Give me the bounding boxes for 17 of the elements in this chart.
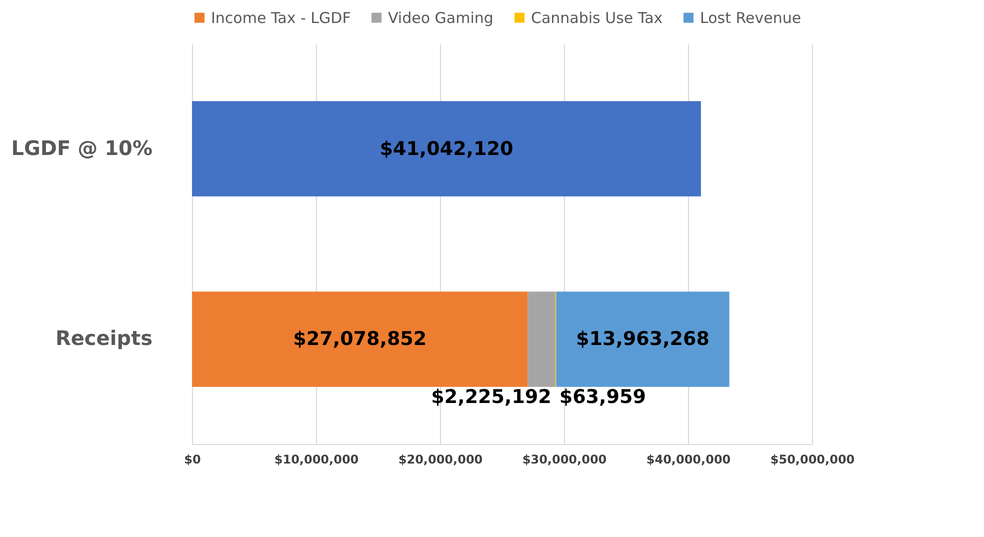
legend-label: Lost Revenue	[700, 8, 802, 27]
y-tick-label: Receipts	[55, 326, 152, 350]
legend-label: Video Gaming	[388, 8, 494, 27]
x-tick-label: $40,000,000	[646, 452, 731, 466]
data-label: $13,963,268	[576, 328, 710, 350]
data-label: $63,959	[559, 386, 646, 408]
x-tick-label: $30,000,000	[522, 452, 607, 466]
x-tick-label: $20,000,000	[398, 452, 483, 466]
x-tick-label: $0	[184, 452, 201, 466]
legend-label: Cannabis Use Tax	[531, 8, 663, 27]
x-tick-label: $10,000,000	[274, 452, 359, 466]
data-label: $41,042,120	[380, 138, 514, 160]
legend-label: Income Tax - LGDF	[211, 8, 351, 27]
y-tick-label: LGDF @ 10%	[11, 136, 152, 160]
data-label: $2,225,192	[431, 386, 552, 408]
data-label: $27,078,852	[293, 328, 427, 350]
x-tick-label: $50,000,000	[770, 452, 855, 466]
